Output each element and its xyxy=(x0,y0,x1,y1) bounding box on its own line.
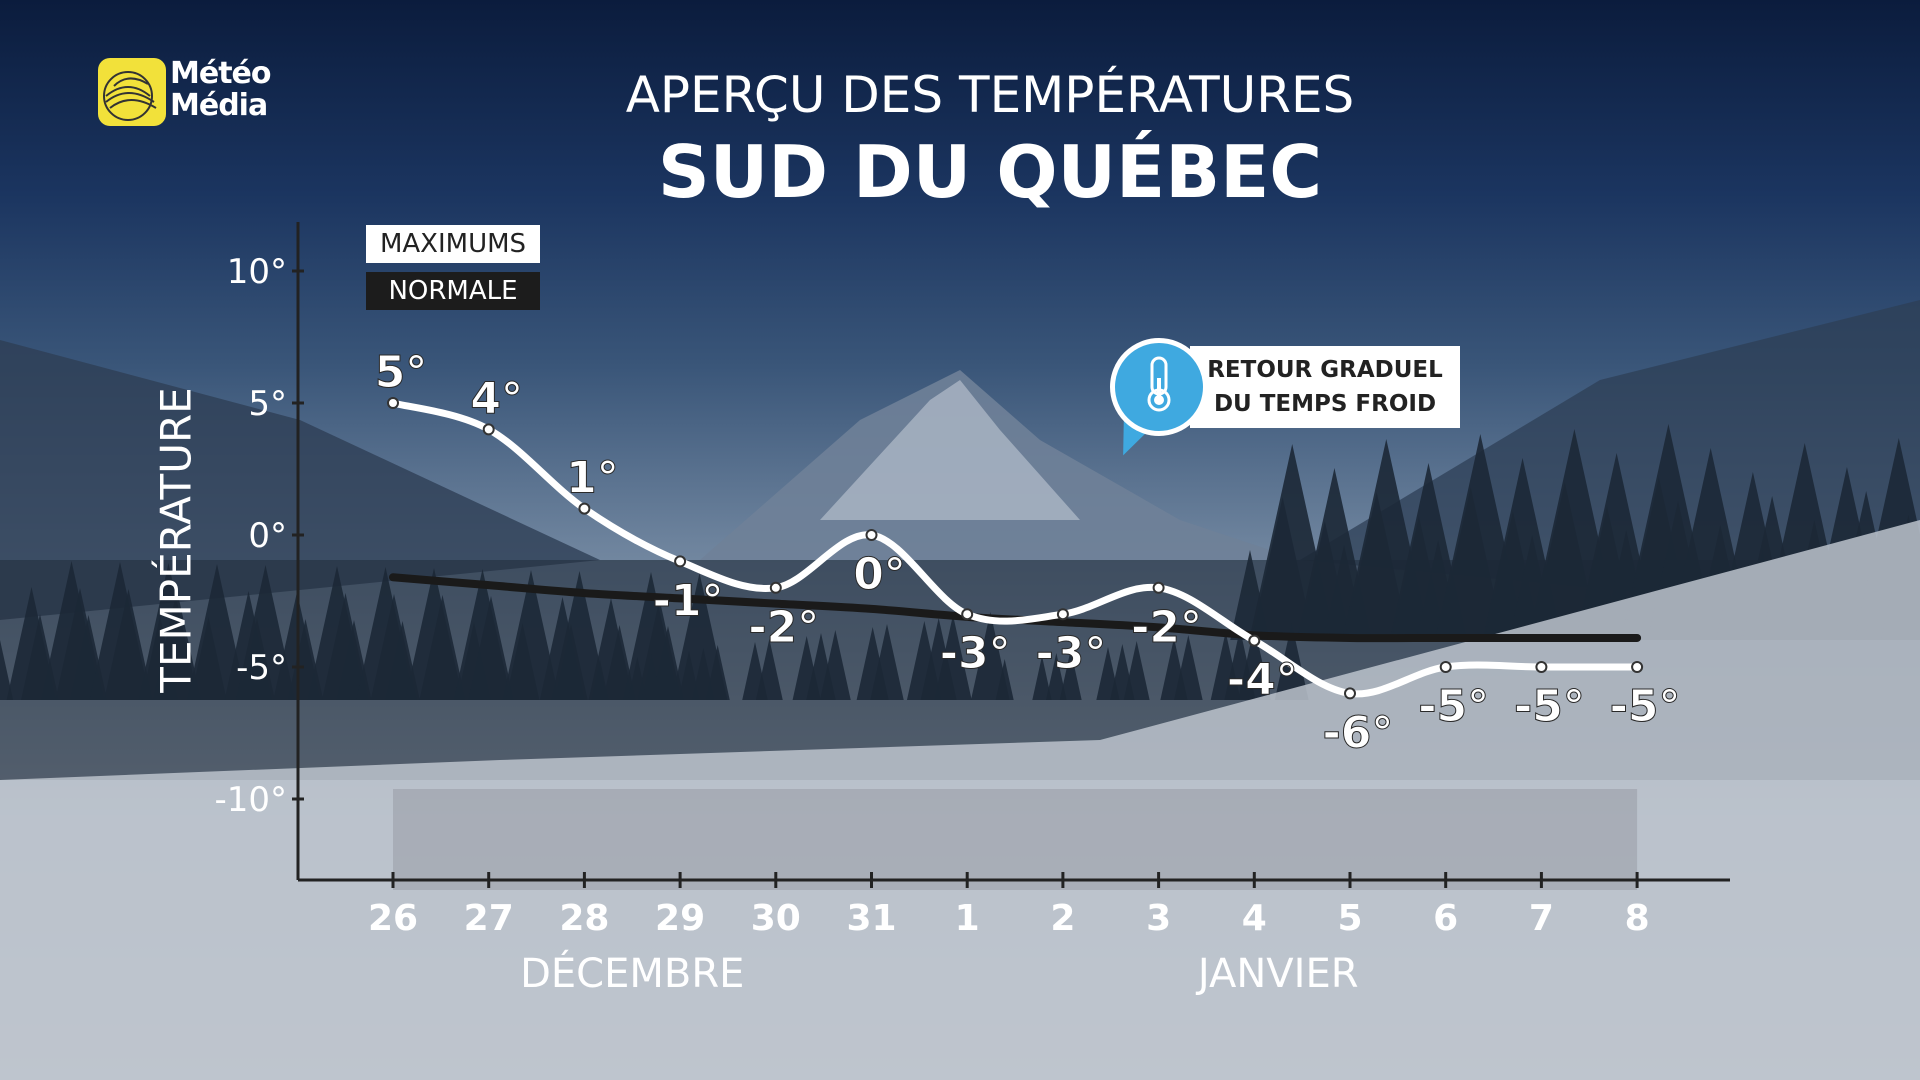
x-tick-label: 30 xyxy=(751,898,801,939)
x-tick-label: 26 xyxy=(368,898,418,939)
data-point xyxy=(1152,581,1165,594)
meteomedia-logo-icon xyxy=(98,58,166,126)
tree-shape xyxy=(995,659,1014,700)
x-tick-label: 5 xyxy=(1337,898,1362,939)
tree-shape xyxy=(934,615,972,700)
series-maximums-line xyxy=(389,399,1641,698)
data-label: -5° xyxy=(1610,681,1681,732)
data-point xyxy=(1344,687,1356,700)
data-point xyxy=(865,529,878,541)
x-tick-label: 31 xyxy=(846,898,896,939)
tree-shape xyxy=(468,596,514,700)
tree-shape xyxy=(970,612,1010,700)
tree-shape xyxy=(1123,641,1150,700)
x-tick-label: 3 xyxy=(1146,898,1171,939)
thermometer-icon xyxy=(1147,356,1171,412)
data-label: 5° xyxy=(375,347,428,398)
tree-shape xyxy=(551,571,608,700)
tree-shape xyxy=(419,595,466,700)
callout-line-2: DU TEMPS FROID xyxy=(1213,391,1437,417)
brand-line-1: Météo xyxy=(170,56,271,91)
brand-name: Météo Média xyxy=(170,58,271,122)
y-tick-label: 0° xyxy=(248,516,287,556)
tree-shape xyxy=(641,654,662,700)
brand-line-2: Média xyxy=(170,88,268,123)
tree-shape xyxy=(235,565,296,700)
data-label: -3° xyxy=(940,628,1011,679)
y-tick-label: -10° xyxy=(214,780,287,820)
data-label: -4° xyxy=(1227,655,1298,706)
x-tick-label: 4 xyxy=(1242,898,1267,939)
series-normale-line xyxy=(389,573,1642,643)
data-point xyxy=(1439,661,1452,673)
month-label: DÉCEMBRE xyxy=(520,949,744,997)
tree-shape xyxy=(187,564,247,700)
x-tick-label: 1 xyxy=(955,898,980,939)
plot-shading xyxy=(393,789,1638,890)
tree-shape xyxy=(152,590,202,700)
data-point xyxy=(482,423,495,436)
data-point xyxy=(961,608,974,621)
tree-shape xyxy=(870,624,904,700)
x-tick-label: 29 xyxy=(655,898,705,939)
data-label: -6° xyxy=(1323,707,1394,758)
data-point xyxy=(1056,608,1069,621)
x-tick-label: 2 xyxy=(1050,898,1075,939)
y-tick-label: -5° xyxy=(236,648,287,688)
data-label: -2° xyxy=(748,602,819,653)
x-tick-label: 28 xyxy=(559,898,609,939)
chart-subtitle: SUD DU QUÉBEC xyxy=(657,130,1323,214)
mountain-snow xyxy=(820,380,1080,520)
data-label: -2° xyxy=(1131,602,1202,653)
y-tick-label: 5° xyxy=(248,384,287,424)
left-hill xyxy=(0,340,600,620)
data-label: -5° xyxy=(1514,681,1585,732)
data-point xyxy=(1535,661,1548,673)
tree-shape xyxy=(591,660,609,700)
tree-shape xyxy=(104,589,153,700)
legend-normale: NORMALE xyxy=(366,272,540,310)
data-point xyxy=(1248,634,1261,647)
data-label: 1° xyxy=(566,453,619,504)
tree-shape xyxy=(678,651,700,700)
x-tick-label: 7 xyxy=(1529,898,1554,939)
callout-box: RETOUR GRADUEL DU TEMPS FROID xyxy=(1190,346,1460,428)
data-point xyxy=(769,581,782,594)
data-point xyxy=(578,502,591,515)
tree-shape xyxy=(819,630,851,700)
callout-line-1: RETOUR GRADUEL xyxy=(1207,357,1443,383)
data-point xyxy=(1631,661,1644,673)
tree-shape xyxy=(1045,653,1067,700)
tree-shape xyxy=(755,639,783,700)
x-tick-label: 8 xyxy=(1625,898,1650,939)
data-point xyxy=(387,397,399,409)
tree-shape xyxy=(1238,626,1271,700)
tree-shape xyxy=(1032,656,1052,700)
data-label: -5° xyxy=(1418,681,1489,732)
data-label: 4° xyxy=(470,373,523,424)
tree-shape xyxy=(0,640,14,700)
data-point xyxy=(674,555,687,568)
snow-field xyxy=(0,520,1920,1080)
tree-shape xyxy=(502,570,560,700)
tree-shape xyxy=(627,657,647,700)
legend-maximums: MAXIMUMS xyxy=(366,225,540,263)
tree-shape xyxy=(705,645,730,700)
data-label: -1° xyxy=(653,575,724,626)
y-tick-label: 10° xyxy=(227,252,287,292)
data-label: -3° xyxy=(1035,628,1106,679)
tree-shape xyxy=(1059,650,1082,700)
x-tick-label: 6 xyxy=(1433,898,1458,939)
chart-title: APERÇU DES TEMPÉRATURES xyxy=(625,66,1355,124)
month-label: JANVIER xyxy=(1195,951,1359,997)
data-label: 0° xyxy=(853,549,906,600)
tree-shape xyxy=(1174,635,1203,700)
x-tick-label: 27 xyxy=(464,898,514,939)
